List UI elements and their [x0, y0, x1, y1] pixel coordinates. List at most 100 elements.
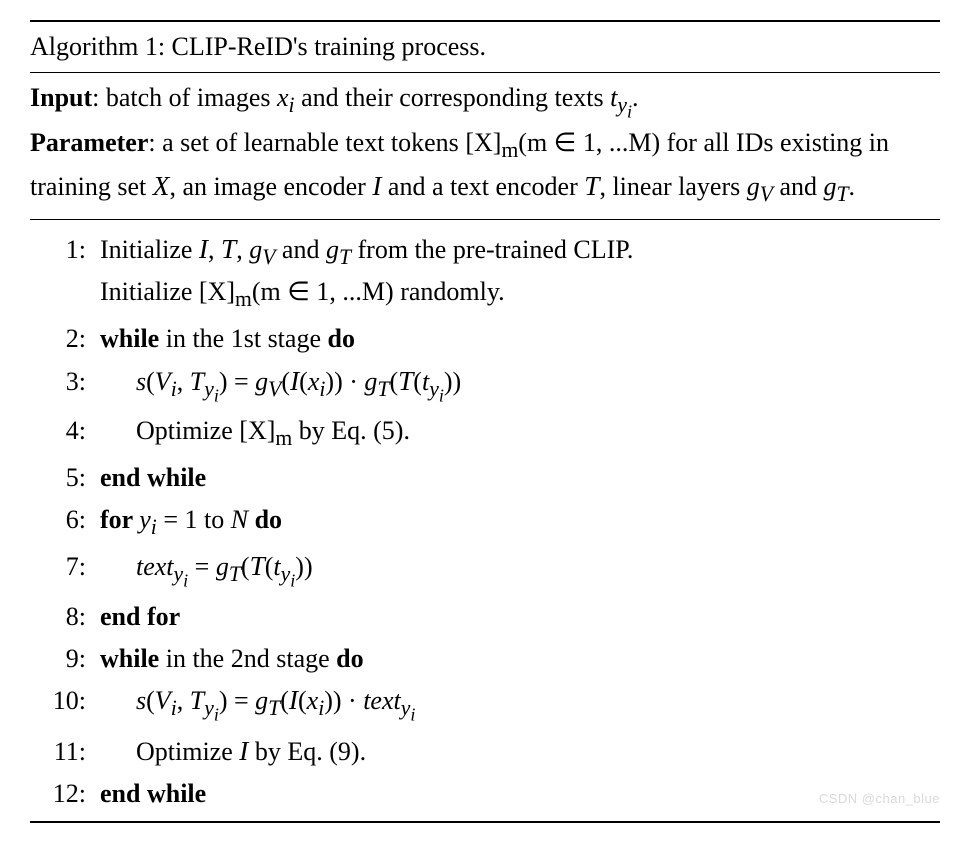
txt: Optimize	[136, 737, 239, 766]
gv: g	[255, 367, 268, 396]
gt: g	[216, 552, 229, 581]
step-num: 11:	[30, 733, 100, 771]
cal-T: T	[221, 234, 236, 264]
step-5: 5: end while	[30, 459, 940, 497]
M: M	[628, 128, 651, 157]
algorithm-steps: 1: Initialize I, T, gV and gT from the p…	[30, 220, 940, 822]
sub-i: i	[319, 377, 325, 401]
period: .	[360, 737, 367, 766]
step-3: 3: s(Vi, Tyi) = gV(I(xi)) · gT(T(tyi))	[30, 362, 940, 409]
txt: in the 1st stage	[159, 324, 327, 353]
sub-y: y	[401, 696, 411, 720]
step-num: 6:	[30, 501, 100, 539]
period: .	[632, 83, 639, 112]
kw-endfor: end for	[100, 602, 180, 631]
step-num: 8:	[30, 598, 100, 636]
step-body: textyi = gT(T(tyi))	[100, 547, 940, 594]
sub-i: i	[171, 696, 177, 720]
sub-V: V	[760, 182, 773, 206]
txt: : a set of learnable text tokens	[148, 128, 465, 157]
step-12: 12: end while	[30, 775, 940, 813]
watermark: CSDN @chan_blue	[819, 790, 940, 809]
txt: by Eq.	[248, 737, 329, 766]
step-num: 9:	[30, 640, 100, 678]
V: V	[155, 367, 171, 396]
step-num: 10:	[30, 682, 100, 720]
sub-i: i	[289, 93, 295, 117]
algorithm-title: Algorithm 1: CLIP-ReID's training proces…	[30, 32, 486, 61]
txt: , linear layers	[599, 172, 746, 201]
cal-I: I	[199, 234, 208, 264]
txt: Initialize	[100, 277, 199, 306]
sub-i: i	[171, 377, 177, 401]
sub-m: m	[501, 139, 518, 163]
sub-y: y	[174, 562, 184, 586]
sub-i2: i	[410, 705, 415, 725]
sub-y: y	[617, 93, 627, 117]
step-9: 9: while in the 2nd stage do	[30, 640, 940, 678]
sub-m: m	[275, 426, 292, 450]
step-num: 4:	[30, 412, 100, 450]
sub-T: T	[229, 562, 241, 586]
step-num: 3:	[30, 363, 100, 401]
sub-i: i	[151, 515, 157, 539]
cal-I: I	[290, 366, 299, 396]
algorithm-box: Algorithm 1: CLIP-ReID's training proces…	[30, 20, 940, 823]
y: y	[139, 505, 151, 534]
M: M	[362, 277, 385, 306]
param-label: Parameter	[30, 128, 148, 157]
sub-m: m	[235, 287, 252, 311]
kw-endwhile: end while	[100, 463, 206, 492]
T: T	[190, 367, 204, 396]
step-body: Optimize [X]m by Eq. (5).	[100, 412, 940, 455]
sub-i: i	[318, 696, 324, 720]
step-body: end while	[100, 775, 940, 813]
text-var: text	[363, 686, 401, 715]
gt: g	[326, 235, 339, 264]
txt: randomly.	[394, 277, 505, 306]
xi: x	[277, 83, 289, 112]
kw-while: while	[100, 324, 159, 353]
txt: , an image encoder	[169, 172, 372, 201]
cal-X: X	[153, 171, 170, 201]
xi: x	[308, 367, 320, 396]
step-body: while in the 2nd stage do	[100, 640, 940, 678]
step-body: end while	[100, 459, 940, 497]
gv: g	[249, 235, 262, 264]
step-8: 8: end for	[30, 598, 940, 636]
input-label: Input	[30, 83, 92, 112]
eq-ref: (5)	[373, 416, 403, 445]
sub-T: T	[837, 182, 849, 206]
t: t	[273, 552, 280, 581]
sub-i2: i	[290, 571, 295, 591]
gt: g	[255, 686, 268, 715]
cal-T: T	[584, 171, 599, 201]
sub-V: V	[262, 245, 275, 269]
step-num: 12:	[30, 775, 100, 813]
T: T	[190, 686, 204, 715]
eq-ref: (9)	[329, 737, 359, 766]
sub-i2: i	[439, 385, 444, 405]
sub-T: T	[339, 245, 351, 269]
txt: from the pre-trained CLIP.	[351, 235, 633, 264]
gt: g	[364, 367, 377, 396]
text-var: text	[136, 552, 174, 581]
step-body: for yi = 1 to N do	[100, 501, 940, 544]
X: X	[208, 277, 227, 306]
parameter-line: Parameter: a set of learnable text token…	[30, 124, 940, 210]
step-7: 7: textyi = gT(T(tyi))	[30, 547, 940, 594]
kw-endwhile: end while	[100, 779, 206, 808]
txt: and a text encoder	[388, 172, 584, 201]
s: s	[136, 686, 146, 715]
kw-while: while	[100, 644, 159, 673]
input-line: Input: batch of images xi and their corr…	[30, 79, 940, 125]
period: .	[849, 172, 856, 201]
step-1: 1: Initialize I, T, gV and gT from the p…	[30, 230, 940, 316]
sub-T: T	[268, 696, 280, 720]
cal-T: T	[250, 551, 265, 581]
s: s	[136, 367, 146, 396]
gv: g	[747, 172, 760, 201]
step-2: 2: while in the 1st stage do	[30, 320, 940, 358]
kw-do: do	[328, 324, 355, 353]
step-4: 4: Optimize [X]m by Eq. (5).	[30, 412, 940, 455]
